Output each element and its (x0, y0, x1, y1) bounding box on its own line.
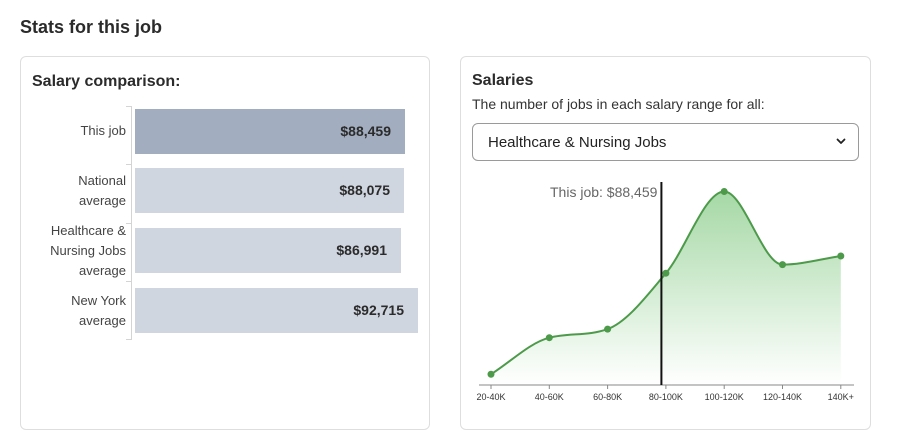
bar-national-average: $88,075 (135, 168, 404, 213)
bar-value: $88,459 (340, 123, 391, 139)
axis-tick (126, 164, 132, 165)
chart-data-point (604, 325, 612, 333)
bar-value: $88,075 (339, 182, 390, 198)
chart-x-tick-label: 100-120K (705, 392, 744, 402)
job-category-select[interactable]: Healthcare & Nursing Jobs (472, 123, 859, 161)
bar-axis (131, 106, 132, 339)
chart-data-point (487, 370, 495, 378)
bar-new-york-average: $92,715 (135, 288, 418, 333)
bar-label-line: average (79, 263, 126, 278)
chart-x-tick-label: 80-100K (649, 392, 683, 402)
bar-label-line: Healthcare & (50, 223, 126, 238)
bar-value: $86,991 (336, 242, 387, 258)
bar-value: $92,715 (353, 302, 404, 318)
axis-tick (126, 281, 132, 282)
salaries-subtitle: The number of jobs in each salary range … (472, 96, 765, 112)
bar-label-line: average (79, 193, 126, 208)
select-value: Healthcare & Nursing Jobs (488, 134, 667, 151)
chart-x-tick-label: 40-60K (535, 392, 564, 402)
chart-area-fill (491, 191, 841, 385)
bar-healthcare-average: $86,991 (135, 228, 401, 273)
salary-comparison-title: Salary comparison: (32, 73, 181, 90)
chart-x-tick-label: 120-140K (763, 392, 802, 402)
bar-this-job: $88,459 (135, 109, 405, 154)
axis-tick (126, 339, 132, 340)
bar-label-healthcare-average: Healthcare & Nursing Jobs average (50, 221, 126, 281)
chart-data-point (545, 334, 553, 342)
this-job-marker-label: This job: $88,459 (550, 184, 658, 200)
chart-data-point (779, 261, 786, 269)
bar-label-line: average (79, 313, 126, 328)
salary-distribution-chart: 20-40K 40-60K 60-80K 80-100K 100-120K 120-140… (476, 182, 854, 402)
chart-data-point (837, 252, 845, 260)
salary-comparison-card: Salary comparison: This job $88,459 Nati… (20, 56, 430, 430)
bar-label-line: New York (71, 293, 126, 308)
chart-x-tick-label: 60-80K (593, 392, 622, 402)
axis-tick (126, 223, 132, 224)
salaries-card: Salaries The number of jobs in each sala… (460, 56, 871, 430)
bar-label-this-job: This job (80, 121, 126, 141)
bar-label-new-york-average: New York average (71, 291, 126, 331)
chart-data-point (720, 188, 728, 195)
chevron-down-icon (836, 138, 846, 144)
bar-label-line: National (78, 173, 126, 188)
bar-label-line: Nursing Jobs (50, 243, 126, 258)
bar-label-national-average: National average (78, 171, 126, 211)
salaries-title: Salaries (472, 72, 534, 89)
chart-data-point (662, 269, 670, 277)
chart-x-tick-label: 140K+ (828, 392, 854, 402)
bar-label-line: This job (80, 123, 126, 138)
axis-tick (126, 106, 132, 107)
chart-x-tick-label: 20-40K (476, 392, 505, 402)
page-heading: Stats for this job (20, 17, 163, 37)
